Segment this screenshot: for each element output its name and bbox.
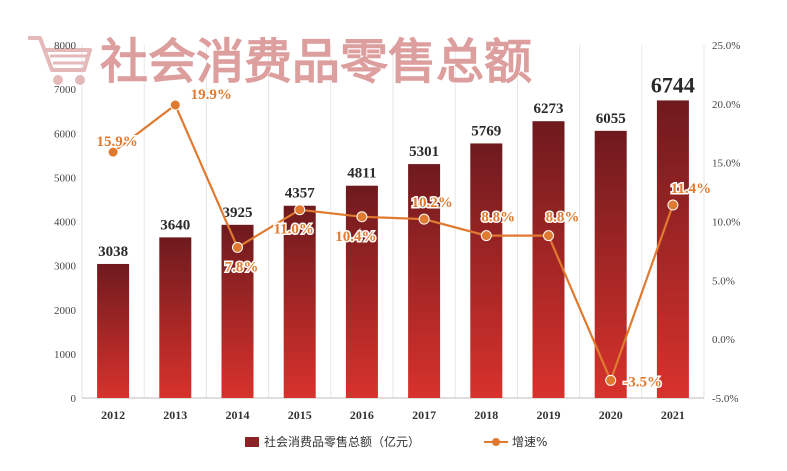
growth-value-label: 11.0% — [273, 222, 313, 238]
growth-value-label: 19.9% — [191, 87, 232, 103]
right-tick-label: 10.0% — [712, 217, 740, 229]
bar-value-label: 6055 — [596, 111, 626, 127]
growth-value-label: -3.5% — [623, 374, 662, 390]
left-tick-label: 5000 — [54, 172, 77, 184]
growth-point — [356, 211, 368, 223]
growth-value-label: 10.2% — [411, 195, 452, 211]
growth-value-label: 11.4% — [671, 181, 711, 197]
bar-value-label: 5769 — [471, 123, 501, 139]
right-tick-label: 0.0% — [712, 334, 735, 346]
x-tick-label: 2019 — [537, 408, 561, 422]
bar-labels: 3038 3640 3925 4357 4811 5301 5769 6273 6055 6744 — [98, 72, 695, 260]
chart-title: 社会消费品零售总额 — [100, 34, 532, 90]
growth-line — [107, 99, 679, 386]
growth-point — [294, 204, 306, 216]
growth-polyline — [112, 103, 674, 384]
bar-value-label: 5301 — [409, 144, 439, 160]
growth-point — [543, 230, 554, 242]
bar — [97, 263, 130, 398]
right-tick-label: -5.0% — [712, 393, 739, 405]
x-tick-label: 2014 — [226, 408, 250, 422]
right-tick-label: 25.0% — [712, 40, 740, 52]
bar-value-label: 3640 — [160, 217, 190, 233]
bar-value-label: 6273 — [534, 101, 564, 117]
left-tick-label: 2000 — [54, 305, 77, 317]
bar-value-label: 4357 — [285, 186, 316, 202]
legend: 社会消费品零售总额（亿元） 增速% — [245, 434, 547, 449]
left-tick-label: 1000 — [54, 349, 77, 361]
legend-bar-swatch — [245, 437, 259, 447]
left-tick-label: 8000 — [54, 40, 77, 52]
right-tick-label: 20.0% — [712, 99, 740, 111]
bar — [283, 205, 316, 398]
bar-value-label: 6744 — [651, 72, 695, 97]
bar — [656, 100, 689, 399]
right-tick-label: 15.0% — [712, 158, 740, 170]
growth-point — [232, 241, 243, 253]
bar-value-label: 3038 — [98, 244, 128, 260]
left-tick-label: 6000 — [54, 128, 77, 140]
growth-value-label: 8.8% — [481, 210, 515, 226]
growth-point — [605, 374, 617, 386]
growth-labels: 15.9% 19.9% 7.8% 11.0% 10.4% 10.2% 8.8% 8.8% -3.… — [95, 86, 713, 392]
legend-bar-label: 社会消费品零售总额（亿元） — [264, 434, 420, 449]
growth-value-label: 7.8% — [225, 259, 259, 275]
right-tick-label: 5.0% — [712, 275, 735, 287]
x-tick-label: 2015 — [288, 408, 312, 422]
growth-point — [107, 146, 119, 158]
left-tick-label: 3000 — [54, 261, 77, 273]
x-tick-label: 2012 — [101, 408, 125, 422]
x-tick-label: 2017 — [412, 408, 436, 422]
right-axis-ticks: -5.0% 0.0% 5.0% 10.0% 15.0% 20.0% 25.0% — [712, 40, 740, 405]
x-tick-label: 2020 — [599, 408, 623, 422]
x-tick-label: 2018 — [474, 408, 498, 422]
bars — [97, 100, 689, 399]
bar-value-label: 3925 — [223, 205, 253, 221]
bar — [408, 164, 441, 398]
growth-point — [667, 199, 679, 211]
growth-value-label: 8.8% — [546, 210, 580, 226]
growth-point — [418, 213, 430, 225]
x-tick-label: 2021 — [661, 408, 685, 422]
bar — [594, 130, 627, 398]
legend-line-marker — [492, 438, 500, 446]
bar — [221, 224, 254, 398]
growth-value-label: 15.9% — [96, 134, 137, 150]
bar-value-label: 4811 — [347, 166, 376, 182]
left-axis-ticks: 0 1000 2000 3000 4000 5000 6000 7000 8000 — [54, 40, 77, 405]
x-axis-ticks: 2012 2013 2014 2015 2016 2017 2018 2019 2020 2021 — [101, 408, 685, 422]
left-tick-label: 0 — [71, 393, 77, 405]
growth-value-label: 10.4% — [335, 229, 376, 245]
growth-point — [480, 230, 492, 242]
x-tick-label: 2013 — [163, 408, 187, 422]
legend-line-label: 增速% — [512, 435, 547, 449]
bar — [159, 237, 192, 398]
x-tick-label: 2016 — [350, 408, 374, 422]
left-tick-label: 7000 — [54, 84, 77, 96]
shopping-cart-icon — [28, 36, 92, 85]
bar — [470, 143, 503, 398]
growth-point — [169, 99, 181, 111]
left-tick-label: 4000 — [54, 217, 77, 229]
